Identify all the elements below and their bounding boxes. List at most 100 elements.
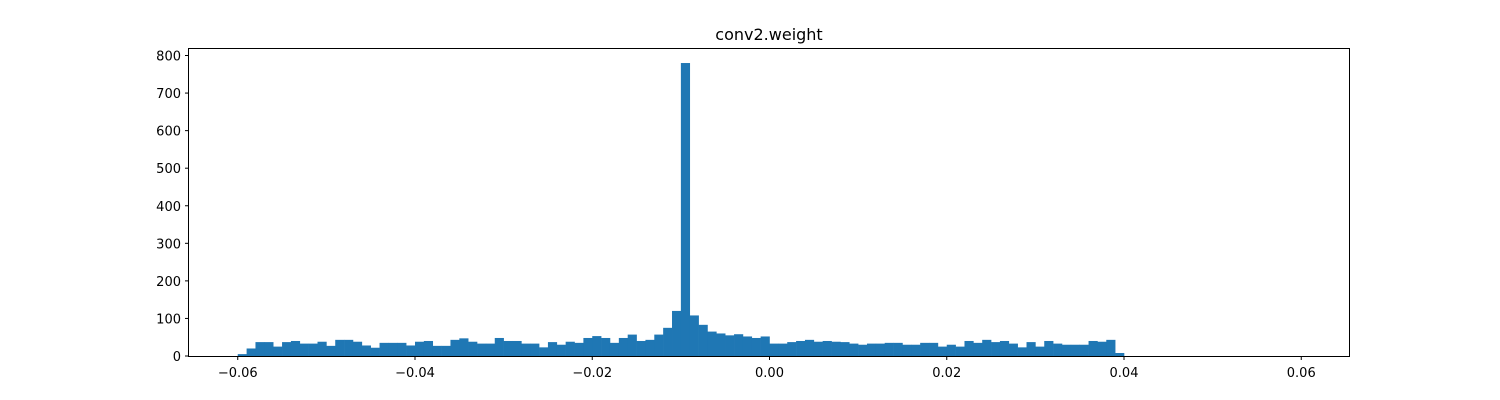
histogram-bar (884, 342, 894, 356)
histogram-bar (822, 340, 832, 356)
histogram-bar (326, 345, 336, 356)
histogram-bar (964, 340, 974, 356)
histogram-bar (512, 340, 522, 356)
histogram-bar (778, 343, 788, 356)
histogram-bar (547, 342, 558, 356)
y-axis: 0 100 200 300 400 500 600 700 800 (156, 50, 189, 365)
histogram-bar (751, 337, 761, 356)
histogram-bar (680, 63, 691, 357)
histogram-bar (485, 343, 496, 356)
y-tick-label: 100 (156, 312, 181, 327)
histogram-bar (521, 343, 531, 356)
histogram-bar (361, 345, 371, 356)
histogram-bar (1070, 344, 1080, 356)
histogram-bar (494, 337, 504, 356)
histogram-bar (1008, 343, 1018, 356)
histogram-bar (804, 339, 815, 356)
histogram-bar (344, 339, 354, 356)
histogram-bar (574, 342, 584, 356)
histogram-bar (1106, 339, 1116, 356)
histogram-bar (760, 336, 770, 356)
histogram-bar (955, 346, 965, 356)
y-tick-label: 400 (156, 200, 181, 215)
histogram-bar (423, 340, 434, 356)
histogram-bar (911, 344, 921, 356)
histogram-bar (991, 342, 1001, 356)
histogram-bar (813, 341, 823, 356)
histogram-bar (858, 344, 868, 356)
histogram-bar (654, 334, 664, 356)
chart-title: conv2.weight (715, 25, 822, 44)
histogram-bar (406, 345, 416, 356)
histogram-bar (937, 346, 948, 356)
histogram-bar (601, 337, 611, 356)
histogram-bar (503, 340, 513, 356)
y-tick-label: 600 (156, 125, 181, 140)
histogram-bar (716, 333, 726, 356)
histogram-bar (1061, 344, 1072, 356)
histogram-bar (787, 342, 797, 356)
histogram-bar (1115, 352, 1125, 356)
histogram-bar (273, 346, 283, 356)
histogram-bar (583, 337, 593, 356)
histogram-bar (982, 339, 992, 356)
x-tick-label: −0.02 (572, 366, 612, 381)
histogram-bar (1044, 340, 1054, 356)
histogram-bar (796, 340, 806, 356)
y-tick-label: 0 (173, 350, 181, 365)
histogram-bar (282, 342, 292, 356)
histogram-bar (609, 342, 620, 356)
histogram-bar (237, 354, 247, 356)
histogram-bar (459, 338, 469, 356)
histogram-bar (929, 342, 939, 356)
histogram-bar (477, 343, 487, 356)
y-tick-label: 300 (156, 237, 181, 252)
histogram-bar (441, 345, 451, 356)
histogram-bar (734, 334, 744, 356)
histogram-bar (255, 342, 265, 356)
histogram-bar (725, 335, 735, 356)
histogram-bar (352, 341, 363, 356)
x-tick-label: 0.06 (1287, 366, 1316, 381)
histogram-bar (1097, 341, 1107, 356)
histogram-bar (840, 342, 850, 356)
histogram-bar (370, 347, 380, 356)
histogram-bar (1053, 343, 1063, 356)
histogram-bar (432, 345, 442, 356)
x-tick-label: 0.02 (932, 366, 961, 381)
histogram-bar (1017, 347, 1027, 356)
histogram-bar (414, 341, 425, 356)
histogram-bar (849, 343, 859, 356)
histogram-bar (627, 334, 637, 356)
histogram-bar (707, 331, 717, 356)
y-tick-label: 500 (156, 162, 181, 177)
histogram-bar (866, 343, 877, 356)
histogram-bar (645, 339, 655, 356)
histogram-bars (237, 63, 1125, 357)
histogram-bar (689, 315, 699, 356)
histogram-bar (698, 324, 708, 356)
x-tick-label: −0.04 (395, 366, 435, 381)
histogram-bar (769, 343, 779, 356)
histogram-bar (1079, 344, 1089, 356)
histogram-bar (565, 341, 575, 356)
histogram-bar (556, 344, 566, 356)
histogram-bar (1026, 342, 1036, 356)
histogram-bar (999, 340, 1010, 356)
histogram-bar (875, 343, 886, 356)
x-tick-label: −0.06 (218, 366, 258, 381)
y-tick-label: 700 (156, 87, 181, 102)
x-tick-label: 0.00 (755, 366, 784, 381)
x-tick-label: 0.04 (1110, 366, 1139, 381)
histogram-bar (290, 340, 301, 356)
y-tick-label: 800 (156, 50, 181, 65)
histogram-bar (636, 340, 646, 356)
histogram-bar (539, 347, 549, 356)
histogram-bar (672, 310, 682, 356)
histogram-bar (335, 339, 345, 356)
histogram-bar (299, 343, 309, 356)
histogram-bar (1035, 346, 1045, 356)
histogram-bar (246, 348, 256, 356)
histogram-bar (450, 339, 460, 356)
